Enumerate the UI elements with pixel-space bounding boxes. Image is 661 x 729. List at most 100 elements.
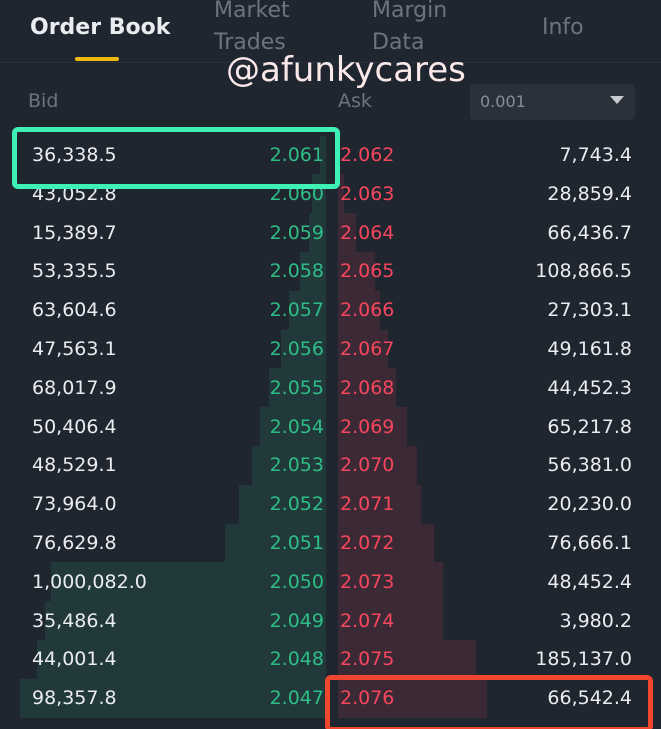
- ask-price: 2.075: [340, 648, 395, 671]
- highlight-bid: [12, 127, 340, 189]
- ask-quantity: 185,137.0: [535, 648, 632, 671]
- bid-price: 2.055: [269, 376, 324, 399]
- ask-price: 2.067: [340, 338, 395, 360]
- bid-depth-bar: [319, 135, 326, 175]
- tab[interactable]: Info: [542, 15, 584, 40]
- bid-depth-bar: [251, 446, 326, 485]
- bid-quantity: 35,486.4: [32, 609, 117, 632]
- bid-price: 2.049: [269, 609, 324, 632]
- ask-depth-bar: [338, 290, 380, 330]
- ask-quantity: 49,161.8: [547, 338, 632, 360]
- bid-quantity: 53,335.5: [32, 260, 117, 283]
- ask-price: 2.076: [340, 687, 395, 710]
- ask-price: 2.070: [340, 454, 395, 477]
- ask-quantity: 76,666.1: [547, 532, 632, 554]
- ask-header: Ask: [338, 90, 372, 112]
- bid-depth-bar: [280, 329, 326, 369]
- bid-price: 2.061: [269, 144, 324, 166]
- ask-depth-bar: [338, 252, 375, 291]
- bid-depth-bar: [51, 562, 326, 602]
- bid-price: 2.058: [269, 260, 324, 283]
- ask-depth-bar: [338, 678, 488, 718]
- bid-quantity: 36,338.5: [32, 144, 117, 166]
- ask-depth-bar: [338, 640, 476, 679]
- ask-depth-bar: [338, 213, 356, 252]
- bid-depth-bar: [300, 252, 326, 291]
- bid-depth-bar: [260, 407, 326, 446]
- bid-depth-bar: [44, 601, 326, 640]
- bid-depth-bar: [37, 640, 326, 679]
- ask-depth-bar: [338, 446, 418, 485]
- ask-quantity: 44,452.3: [547, 376, 632, 399]
- bid-price: 2.051: [269, 532, 324, 554]
- ask-price: 2.074: [340, 609, 395, 632]
- ask-price: 2.063: [340, 182, 395, 205]
- ask-quantity: 56,381.0: [547, 454, 632, 477]
- bid-quantity: 44,001.4: [32, 648, 117, 671]
- ask-price: 2.071: [340, 493, 395, 516]
- bid-quantity: 76,629.8: [32, 532, 117, 554]
- bid-price: 2.047: [269, 687, 324, 710]
- bid-depth-bar: [20, 678, 326, 718]
- bid-quantity: 68,017.9: [32, 376, 117, 399]
- precision-dropdown[interactable]: 0.001: [470, 84, 635, 120]
- ask-depth-bar: [338, 484, 421, 524]
- bid-price: 2.053: [269, 454, 324, 477]
- bid-depth-bar: [268, 368, 326, 408]
- ask-quantity: 28,859.4: [547, 182, 632, 205]
- ask-quantity: 20,230.0: [547, 493, 632, 516]
- ask-price: 2.064: [340, 221, 395, 244]
- ask-depth-bar: [338, 174, 345, 214]
- bid-quantity: 47,563.1: [32, 338, 117, 360]
- ask-quantity: 48,452.4: [547, 570, 632, 593]
- ask-price: 2.073: [340, 570, 395, 593]
- watermark: @afunkycares: [226, 50, 466, 90]
- ask-quantity: 3,980.2: [559, 609, 632, 632]
- ask-depth-bar: [338, 407, 408, 446]
- bid-price: 2.057: [269, 299, 324, 322]
- ask-price: 2.065: [340, 260, 395, 283]
- tab-indicator: [75, 57, 119, 61]
- bid-quantity: 63,604.6: [32, 299, 117, 322]
- tab[interactable]: Margin Data: [372, 0, 448, 55]
- bid-depth-bar: [309, 213, 326, 252]
- ask-depth-bar: [338, 523, 435, 563]
- ask-price: 2.068: [340, 376, 395, 399]
- bid-depth-bar: [225, 523, 326, 563]
- dropdown-arrow: [610, 96, 624, 104]
- bid-price: 2.059: [269, 221, 324, 244]
- bid-header: Bid: [28, 90, 59, 112]
- ask-depth-bar: [338, 601, 444, 640]
- bid-price: 2.056: [269, 338, 324, 360]
- bid-quantity: 50,406.4: [32, 415, 117, 438]
- bid-depth-bar: [238, 484, 326, 524]
- ask-quantity: 66,436.7: [547, 221, 632, 244]
- ask-quantity: 7,743.4: [559, 144, 632, 166]
- precision-value: 0.001: [480, 92, 526, 111]
- bid-depth-bar: [289, 290, 326, 330]
- ask-depth-bar: [338, 368, 397, 408]
- ask-quantity: 66,542.4: [547, 687, 632, 710]
- ask-price: 2.062: [340, 144, 395, 166]
- tab-divider: [0, 62, 661, 63]
- bid-quantity: 98,357.8: [32, 687, 117, 710]
- highlight-ask: [325, 675, 653, 729]
- bid-price: 2.048: [269, 648, 324, 671]
- bid-quantity: 15,389.7: [32, 221, 117, 244]
- ask-price: 2.072: [340, 532, 395, 554]
- tab[interactable]: Order Book: [30, 15, 171, 40]
- ask-quantity: 65,217.8: [547, 415, 632, 438]
- bid-price: 2.054: [269, 415, 324, 438]
- ask-quantity: 27,303.1: [547, 299, 632, 322]
- bid-price: 2.050: [269, 570, 324, 593]
- ask-depth-bar: [338, 562, 443, 602]
- ask-quantity: 108,866.5: [535, 260, 632, 283]
- ask-price: 2.066: [340, 299, 395, 322]
- ask-price: 2.069: [340, 415, 395, 438]
- tab[interactable]: Market Trades: [214, 0, 290, 55]
- bid-quantity: 1,000,082.0: [32, 570, 147, 593]
- bid-quantity: 73,964.0: [32, 493, 117, 516]
- bid-quantity: 48,529.1: [32, 454, 117, 477]
- ask-depth-bar: [338, 329, 389, 369]
